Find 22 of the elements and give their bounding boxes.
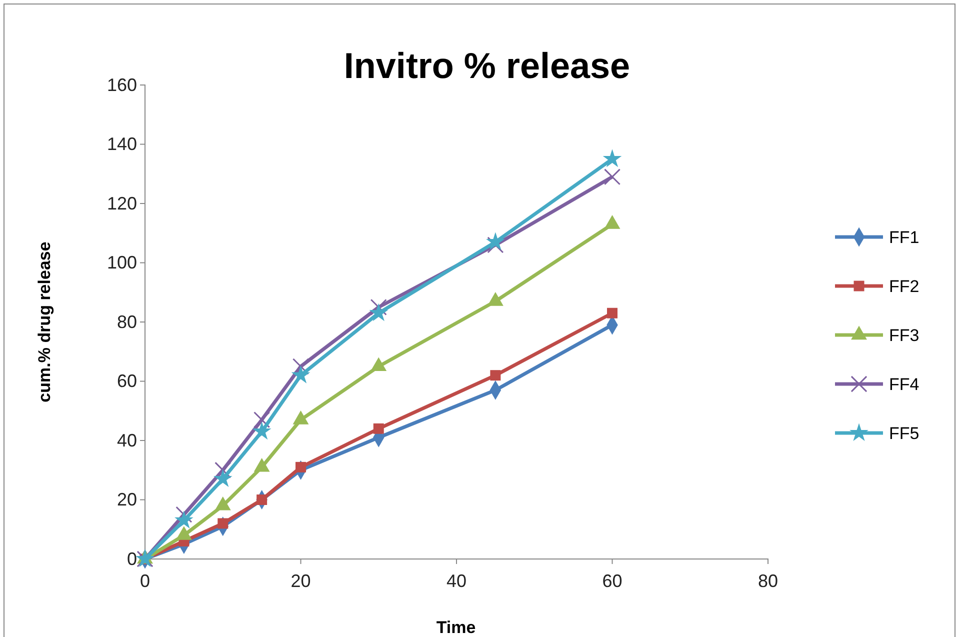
legend-label: FF5 [889,424,920,443]
legend-label: FF2 [889,277,920,296]
x-tick-label: 60 [602,570,622,591]
x-tick-label: 40 [446,570,467,591]
y-tick-label: 0 [126,548,137,569]
y-tick-label: 40 [116,430,137,450]
x-tick-label: 0 [140,570,150,591]
legend-label: FF3 [889,326,920,345]
y-tick-label: 60 [116,371,137,392]
x-tick-label: 80 [758,570,778,591]
y-tick-label: 20 [116,490,137,510]
y-tick-label: 80 [116,312,137,332]
y-tick-label: 100 [106,252,137,273]
x-tick-label: 20 [290,570,311,591]
y-tick-label: 140 [106,134,137,154]
y-tick-label: 160 [106,74,137,95]
y-axis-title: cum.% drug release [35,242,54,402]
legend-label: FF4 [889,375,920,394]
chart-title: Invitro % release [344,45,630,86]
x-axis-title: Time [436,618,476,637]
legend-label: FF1 [889,228,920,247]
y-tick-label: 120 [106,193,137,214]
